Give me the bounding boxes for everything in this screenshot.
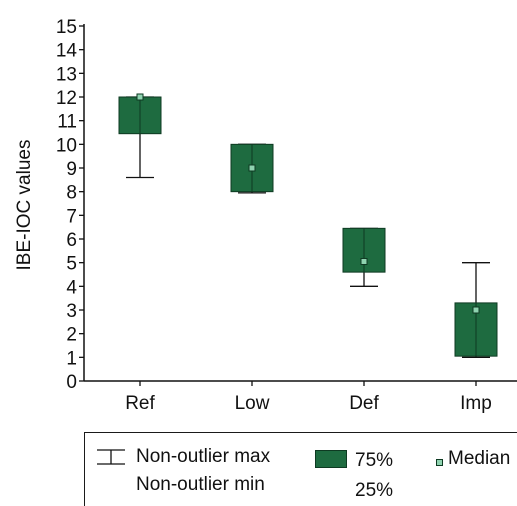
x-tick-label: Imp — [460, 393, 492, 414]
y-tick-label: 15 — [56, 17, 77, 38]
box-def — [342, 227, 386, 287]
median-marker — [472, 306, 480, 314]
y-tick-label: 10 — [56, 135, 77, 156]
y-tick-label: 12 — [56, 88, 77, 109]
x-tick-label: Ref — [125, 393, 155, 414]
y-axis-label: IBE-IOC values — [14, 140, 35, 271]
y-tick-label: 1 — [66, 348, 77, 369]
y-tick-label: 4 — [66, 277, 77, 298]
y-tick-label: 0 — [66, 372, 77, 393]
y-tick-label: 7 — [66, 206, 77, 227]
legend-25-percent: 25% — [355, 480, 394, 501]
y-tick-label: 14 — [56, 41, 78, 62]
legend-75-percent: 75% — [355, 450, 394, 471]
median-marker — [136, 93, 144, 101]
box-ref — [118, 93, 162, 179]
median-legend-icon — [436, 459, 443, 466]
y-tick-label: 5 — [66, 254, 77, 275]
legend-nonoutlier-min: Non-outlier min — [136, 474, 265, 495]
legend-nonoutlier-max: Non-outlier max — [136, 446, 271, 467]
y-tick-label: 6 — [66, 230, 77, 251]
box-low — [230, 143, 274, 194]
y-tick-label: 3 — [66, 301, 77, 322]
axes — [83, 24, 517, 382]
legend-median: Median — [448, 448, 511, 469]
median-marker — [248, 164, 256, 172]
x-tick-label: Low — [235, 393, 270, 414]
boxes — [118, 93, 498, 358]
box-legend-icon — [315, 450, 347, 468]
whisker-legend-icon — [97, 449, 125, 465]
y-tick-label: 11 — [57, 112, 77, 133]
y-tick-label: 8 — [66, 183, 77, 204]
y-tick-label: 13 — [56, 64, 77, 85]
x-tick-labels: Ref Low Def Imp — [125, 381, 492, 414]
y-tick-label: 9 — [66, 159, 77, 180]
legend: Non-outlier max Non-outlier min 75% 25% … — [84, 432, 517, 506]
box-imp — [454, 262, 498, 358]
y-tick-label: 2 — [66, 325, 77, 346]
median-marker — [360, 257, 368, 265]
x-tick-label: Def — [349, 393, 379, 414]
